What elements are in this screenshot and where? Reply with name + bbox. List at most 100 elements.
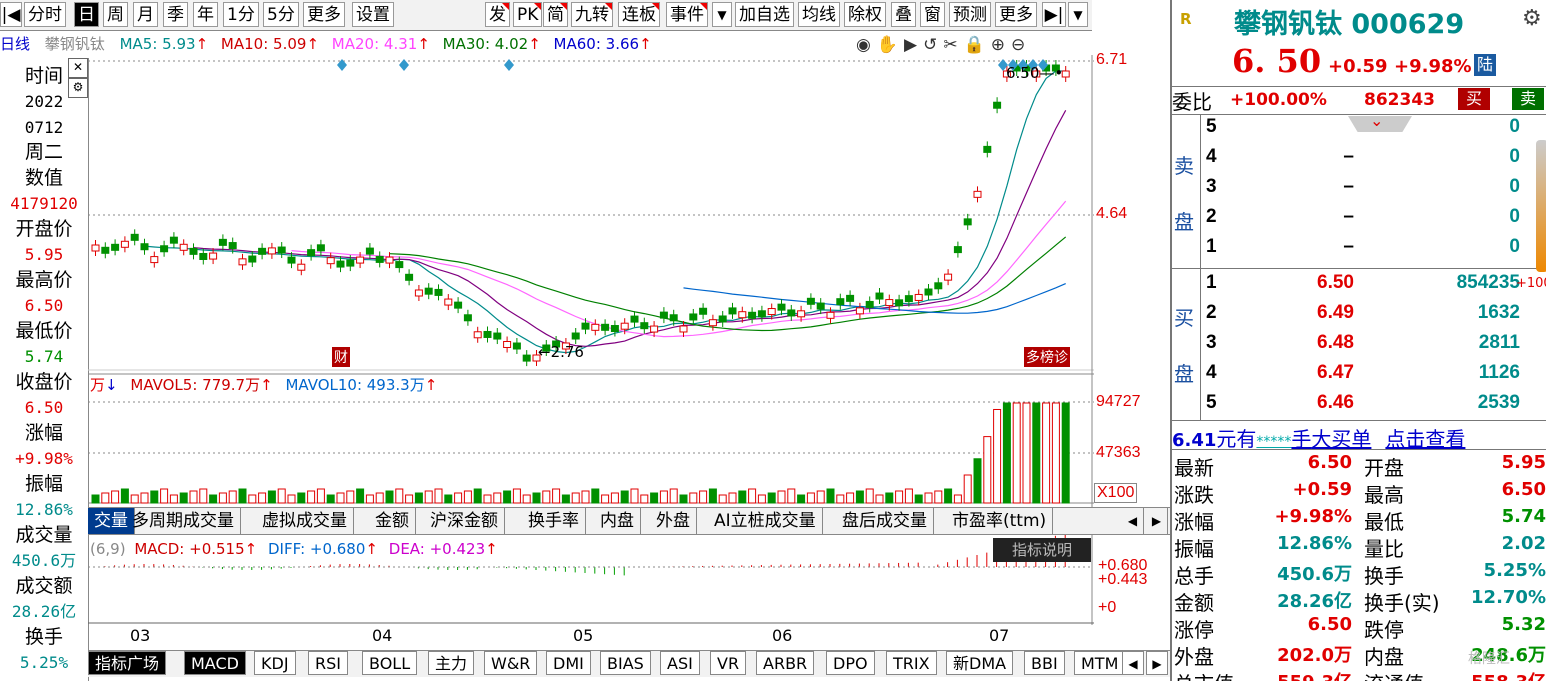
ask-row[interactable]: 4 – 0 xyxy=(1204,146,1544,176)
tab-vr[interactable]: VR xyxy=(710,651,747,675)
buy-button[interactable]: 买 xyxy=(1458,88,1490,110)
tab-outer-volume[interactable]: 外盘 xyxy=(650,508,697,534)
undo-icon[interactable]: ↺ xyxy=(923,35,944,55)
tab-wr[interactable]: W&R xyxy=(484,651,538,675)
volume-bar xyxy=(346,490,355,504)
collapse-tab[interactable] xyxy=(1348,116,1412,132)
nine-turn-button[interactable]: 九转 xyxy=(571,2,613,27)
zoom-out-icon[interactable]: ⊖ xyxy=(1011,35,1032,55)
events-button[interactable]: 事件 xyxy=(666,2,708,27)
tab-1min[interactable]: 1分 xyxy=(223,2,259,27)
tab-macd[interactable]: MACD xyxy=(184,651,246,675)
tab-inner-volume[interactable]: 内盘 xyxy=(594,508,641,534)
volume-bar xyxy=(405,494,414,504)
indicator-scroll-left-icon[interactable]: ◀ xyxy=(1122,651,1144,675)
ex-rights-button[interactable]: 除权 xyxy=(844,2,886,27)
pk-button[interactable]: PK xyxy=(513,2,543,27)
volume-bar xyxy=(277,488,286,504)
chevron-down-icon[interactable]: ⌄ xyxy=(1370,111,1384,130)
tab-quarterly[interactable]: 季 xyxy=(163,2,188,27)
tab-rsi[interactable]: RSI xyxy=(308,651,348,675)
tab-turnover-rate[interactable]: 换手率 xyxy=(522,508,586,534)
dropdown-icon[interactable]: ▼ xyxy=(712,2,732,27)
tab-indicator-square[interactable]: 指标广场 xyxy=(88,651,167,675)
bid-row[interactable]: 1 6.50 854235 xyxy=(1204,272,1544,302)
scroll-right-icon[interactable]: ▶ xyxy=(1146,508,1168,534)
tab-trix[interactable]: TRIX xyxy=(886,651,937,675)
scissors-icon[interactable]: ✂ xyxy=(943,35,964,55)
tab-volume[interactable]: 交量 xyxy=(88,508,135,534)
overlay-button[interactable]: 叠 xyxy=(891,2,916,27)
tab-amount[interactable]: 金额 xyxy=(369,508,416,534)
sell-button[interactable]: 卖 xyxy=(1512,88,1544,110)
eye-icon[interactable]: ◉ xyxy=(856,35,877,55)
tab-new-dma[interactable]: 新DMA xyxy=(946,651,1014,675)
hand-icon[interactable]: ✋ xyxy=(876,35,905,55)
forecast-button[interactable]: 预测 xyxy=(949,2,991,27)
simple-button[interactable]: 简 xyxy=(543,2,568,27)
add-watchlist-button[interactable]: 加自选 xyxy=(735,2,794,27)
ask-row[interactable]: 2 – 0 xyxy=(1204,206,1544,236)
ask-row[interactable]: 3 – 0 xyxy=(1204,176,1544,206)
zoom-in-icon[interactable]: ⊕ xyxy=(990,35,1012,55)
tab-kdj[interactable]: KDJ xyxy=(254,651,296,675)
tab-boll[interactable]: BOLL xyxy=(362,651,418,675)
scroll-left-icon[interactable]: ◀ xyxy=(1122,508,1144,534)
indicator-scroll-right-icon[interactable]: ▶ xyxy=(1146,651,1168,675)
more-button[interactable]: 更多 xyxy=(995,2,1037,27)
tab-yearly[interactable]: 年 xyxy=(193,2,218,27)
ask-volume: 0 xyxy=(1509,236,1520,257)
volume-value: 450.6万 xyxy=(11,551,77,570)
post-button[interactable]: 发 xyxy=(485,2,510,27)
bid-row[interactable]: 5 6.46 2539 xyxy=(1204,392,1544,422)
ma-line xyxy=(144,70,1066,354)
big-order-banner[interactable]: 6.41元有*****手大买单 点击查看 xyxy=(1172,423,1465,452)
bid-row[interactable]: 4 6.47 1126 xyxy=(1204,362,1544,392)
tab-more-periods[interactable]: 更多 xyxy=(303,2,345,27)
indicator-help-button[interactable]: 指标说明 xyxy=(993,538,1091,562)
close-icon[interactable]: ✕ xyxy=(68,58,88,78)
lock-icon[interactable]: 🔒 xyxy=(963,35,991,55)
gear-icon[interactable]: ⚙ xyxy=(68,78,88,98)
r-badge: R xyxy=(1180,10,1192,28)
tab-dmi[interactable]: DMI xyxy=(546,651,591,675)
ask-row[interactable]: 1 – 0 xyxy=(1204,236,1544,266)
limit-board-button[interactable]: 连板 xyxy=(618,2,660,27)
ranking-diagnosis-badge[interactable]: 多榜诊 xyxy=(1024,347,1070,367)
window-button[interactable]: 窗 xyxy=(920,2,945,27)
bid-row[interactable]: 2 6.49 1632 xyxy=(1204,302,1544,332)
tab-after-hours-volume[interactable]: 盘后成交量 xyxy=(836,508,934,534)
first-page-icon[interactable]: |◀ xyxy=(0,2,22,27)
amplitude-value: 12.86% xyxy=(15,500,73,519)
tab-monthly[interactable]: 月 xyxy=(133,2,158,27)
play-icon[interactable]: ▶ xyxy=(904,35,924,55)
tab-mtm[interactable]: MTM xyxy=(1074,651,1126,675)
tab-5min[interactable]: 5分 xyxy=(263,2,299,27)
volume-bar xyxy=(708,488,717,504)
tab-bbi[interactable]: BBI xyxy=(1024,651,1065,675)
tab-ai-volume[interactable]: AI立桩成交量 xyxy=(708,508,823,534)
ask-row[interactable]: 5 0 xyxy=(1204,116,1544,146)
tab-sh-sz-amount[interactable]: 沪深金额 xyxy=(424,508,505,534)
tab-daily[interactable]: 日 xyxy=(74,2,99,27)
tab-virtual-volume[interactable]: 虚拟成交量 xyxy=(256,508,354,534)
ma-lines-button[interactable]: 均线 xyxy=(798,2,840,27)
kline-chart[interactable] xyxy=(88,55,1094,625)
tab-pe-ttm[interactable]: 市盈率(ttm) xyxy=(946,508,1054,534)
more-dropdown-icon[interactable]: ▼ xyxy=(1068,2,1088,27)
tab-arbr[interactable]: ARBR xyxy=(756,651,815,675)
financial-badge[interactable]: 财 xyxy=(332,347,350,367)
volume-bar xyxy=(787,488,796,504)
tab-asi[interactable]: ASI xyxy=(660,651,700,675)
banner-text-4[interactable]: 点击查看 xyxy=(1385,427,1466,451)
tab-main-force[interactable]: 主力 xyxy=(428,651,475,675)
settings-button[interactable]: 设置 xyxy=(352,2,394,27)
bid-row[interactable]: 3 6.48 2811 xyxy=(1204,332,1544,362)
settings-gear-icon[interactable]: ⚙ xyxy=(1522,6,1542,31)
tab-weekly[interactable]: 周 xyxy=(103,2,128,27)
tab-dpo[interactable]: DPO xyxy=(826,651,875,675)
tab-intraday[interactable]: 分时 xyxy=(24,2,66,27)
tab-multi-period-volume[interactable]: 多周期成交量 xyxy=(126,508,241,534)
last-page-icon[interactable]: ▶| xyxy=(1042,2,1066,27)
tab-bias[interactable]: BIAS xyxy=(600,651,651,675)
